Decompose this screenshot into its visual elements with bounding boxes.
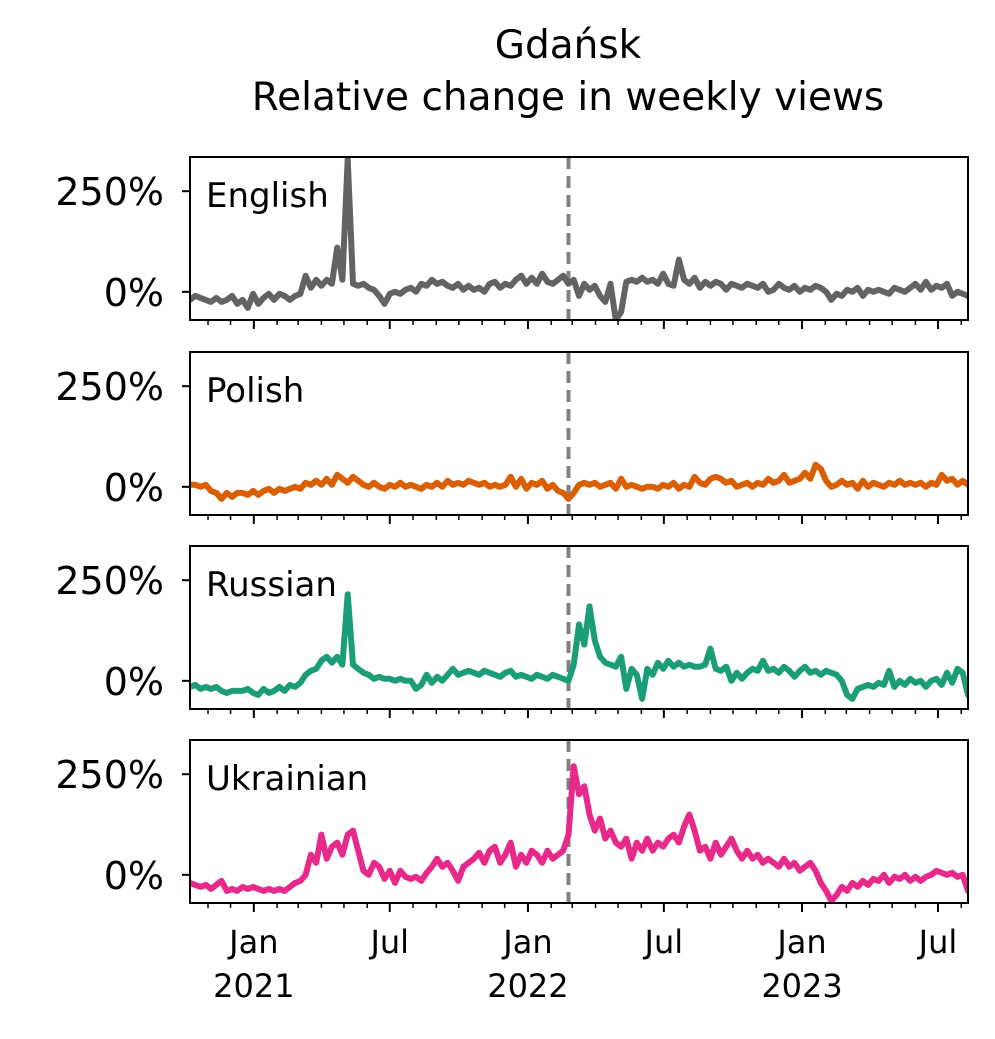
y-tick-label: 250%	[55, 365, 164, 409]
series-line-english	[190, 157, 968, 320]
series-line-ukrainian	[190, 763, 968, 903]
panel-label: Russian	[206, 565, 337, 605]
y-tick-label: 250%	[55, 753, 164, 797]
chart-title: Gdańsk	[495, 23, 642, 68]
panel-english: 0% 250% English	[55, 156, 969, 329]
x-tick-label: Jan	[501, 923, 552, 961]
y-tick-label: 0%	[104, 271, 164, 315]
x-tick-label: Jan	[227, 923, 278, 961]
panel-label: Ukrainian	[206, 759, 368, 799]
panel-label: Polish	[206, 371, 304, 411]
panel-polish: 0% 250% Polish	[55, 351, 969, 524]
x-tick-label: Jul	[368, 923, 409, 961]
y-tick-label: 0%	[104, 854, 164, 898]
x-tick-labels: Jan 2021 Jul Jan 2022 Jul Jan 2023 Jul	[213, 923, 957, 1005]
y-tick-label: 250%	[55, 170, 164, 214]
axes-frame	[189, 351, 969, 516]
x-tick-label: Jul	[643, 923, 684, 961]
x-tick-label: 2023	[761, 967, 842, 1005]
y-tick-label: 0%	[104, 466, 164, 510]
x-tick-label: Jul	[917, 923, 958, 961]
panel-ukrainian: 0% 250% Ukrainian	[55, 739, 969, 912]
panel-label: English	[206, 176, 329, 216]
axes-frame	[189, 739, 969, 904]
y-tick-label: 0%	[104, 660, 164, 704]
y-tick-label: 250%	[55, 559, 164, 603]
axes-frame	[189, 545, 969, 710]
x-tick-label: 2021	[213, 967, 294, 1005]
series-line-russian	[190, 591, 968, 702]
panel-russian: 0% 250% Russian	[55, 545, 969, 718]
chart-subtitle: Relative change in weekly views	[252, 75, 884, 120]
series-line-polish	[190, 461, 968, 502]
x-tick-label: 2022	[487, 967, 568, 1005]
axes-frame	[189, 156, 969, 321]
x-tick-label: Jan	[775, 923, 826, 961]
